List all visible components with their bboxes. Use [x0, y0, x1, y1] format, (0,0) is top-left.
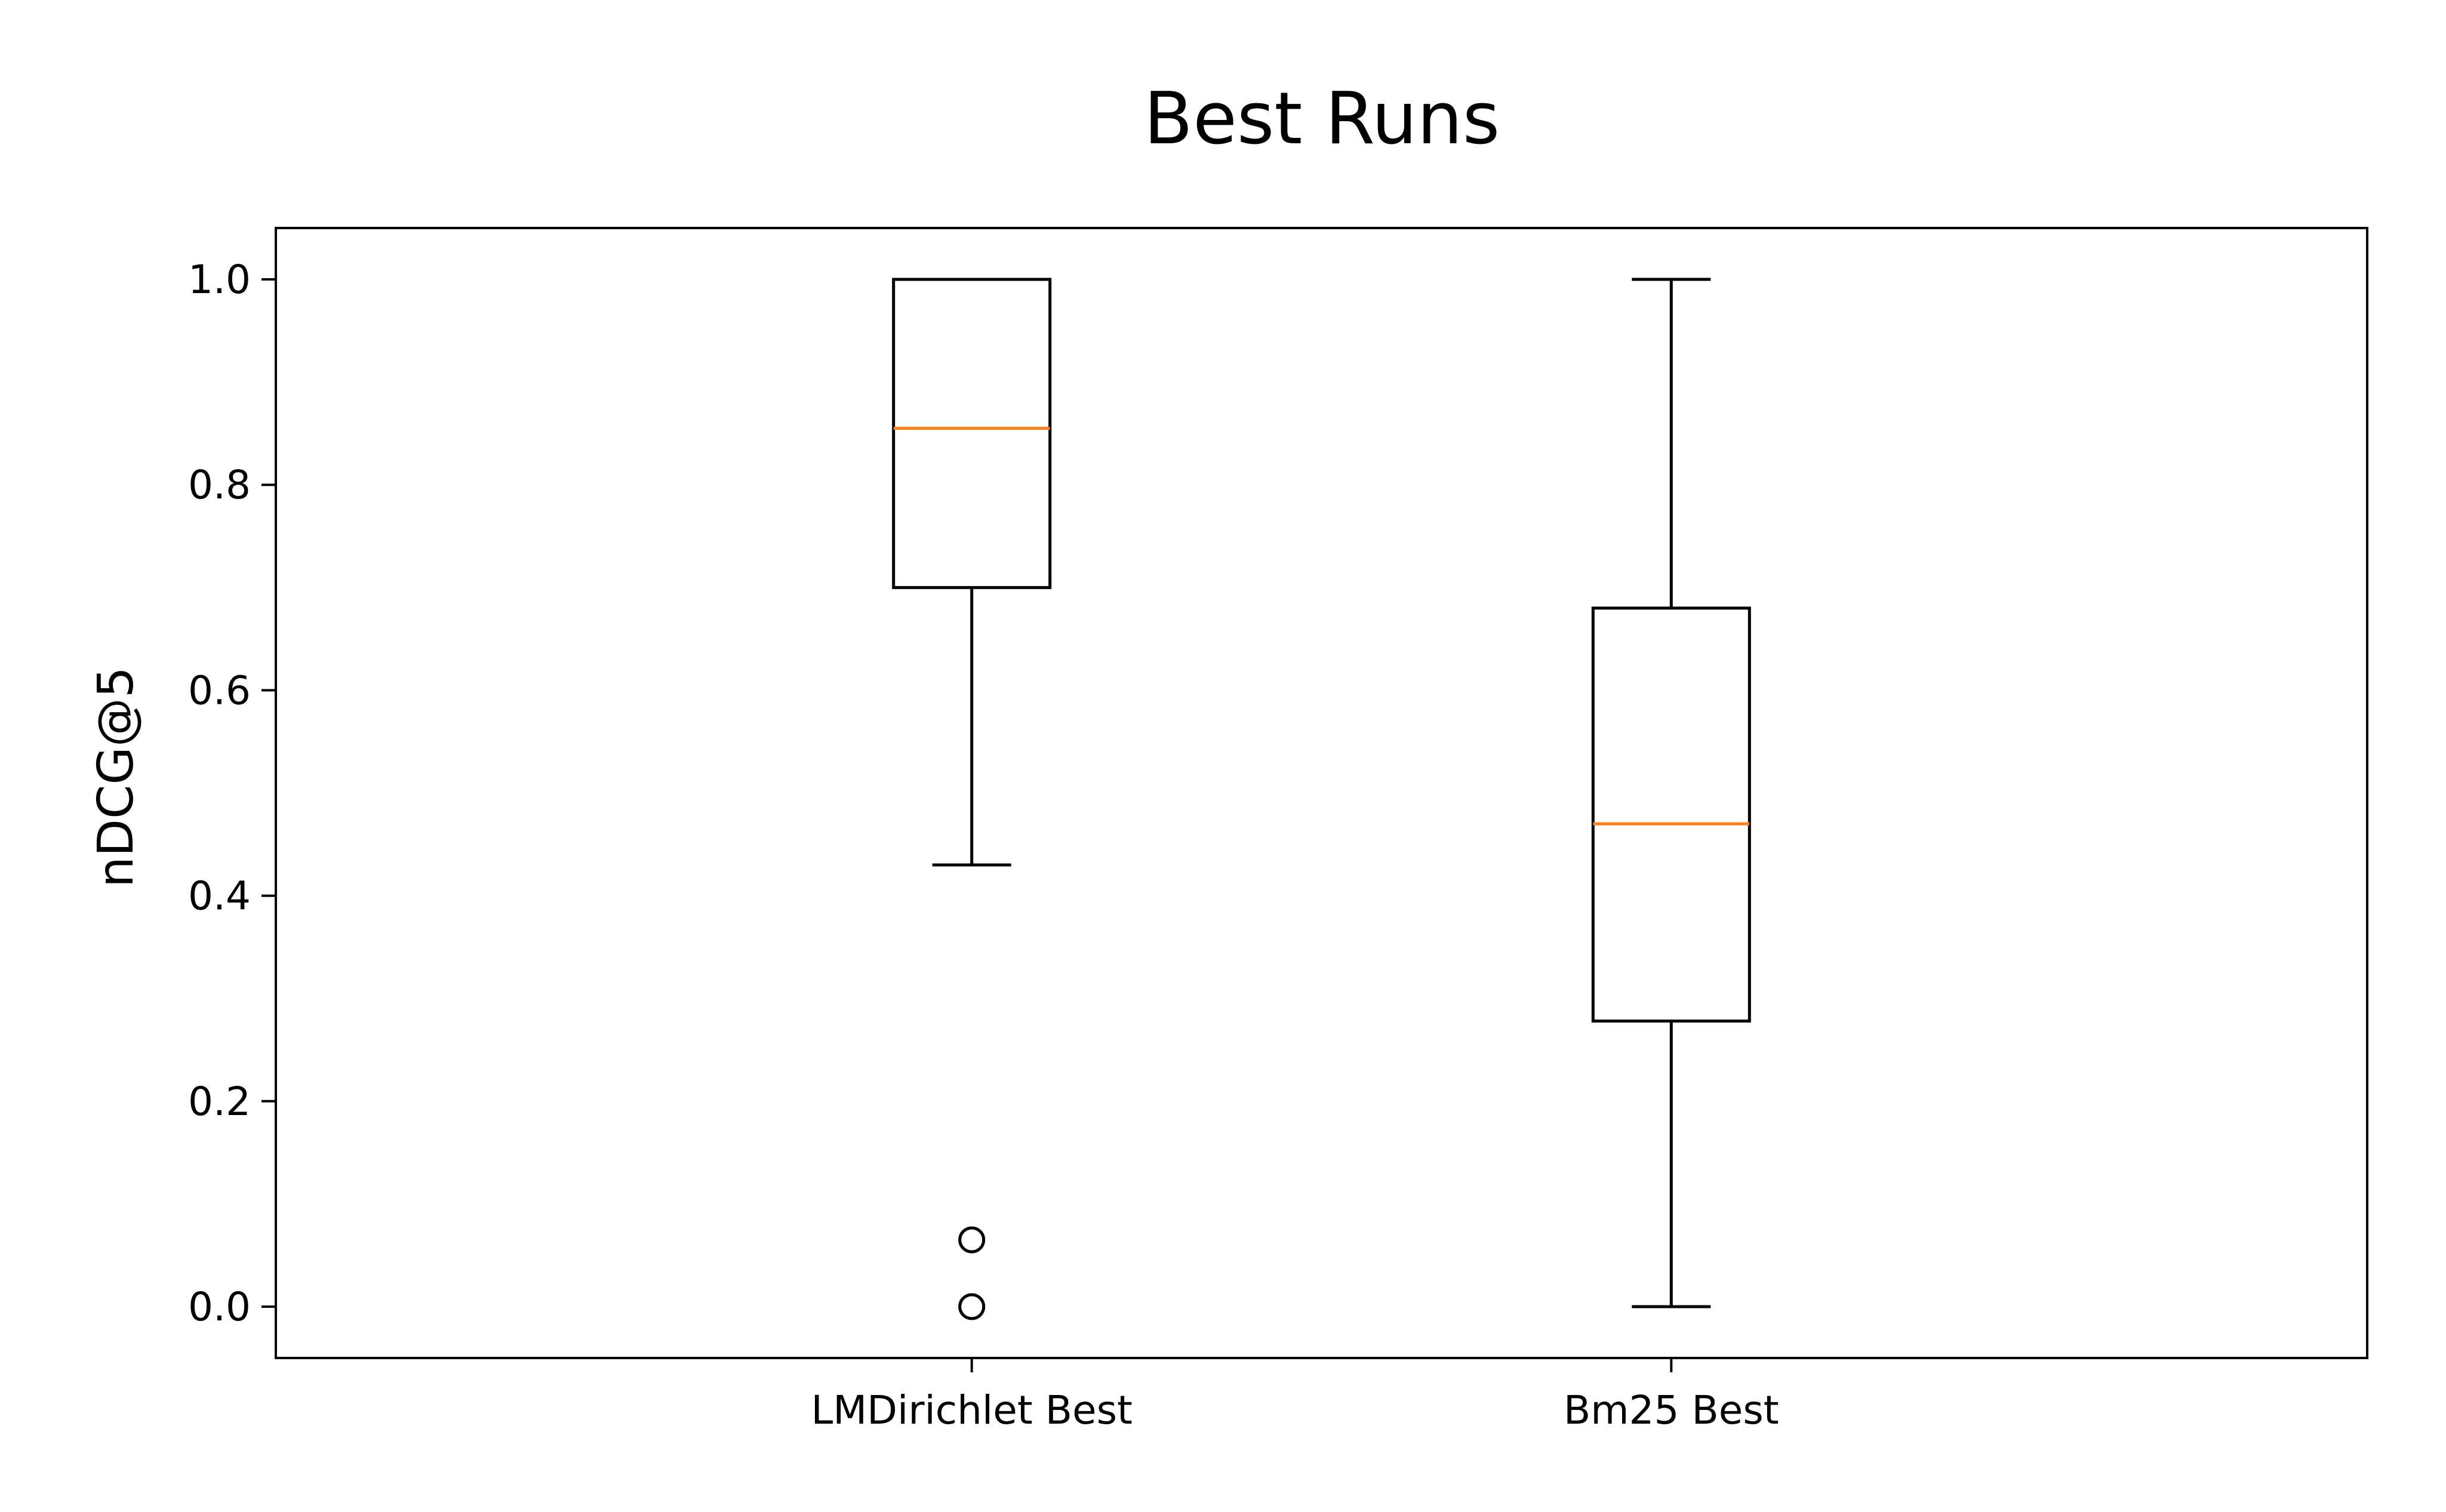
y-tick-label-0.8: 0.8: [188, 462, 251, 508]
y-tick-label-0.0: 0.0: [188, 1284, 251, 1330]
x-tick-label-1: Bm25 Best: [1564, 1387, 1779, 1433]
outlier-point-1: [958, 1293, 986, 1320]
y-tick-label-0.4: 0.4: [188, 873, 251, 919]
outlier-point-0: [958, 1226, 986, 1254]
y-tick-label-1.0: 1.0: [188, 257, 251, 303]
plot-area: 0.0 0.2 0.4 0.6 0.8 1.0 LMDirichlet Best Bm25 B…: [188, 257, 1779, 1433]
y-axis-label: nDCG@5: [88, 667, 144, 888]
box-group-0: [892, 278, 1052, 1320]
iqr-box: [892, 278, 1052, 589]
y-tick-label-0.2: 0.2: [188, 1079, 251, 1125]
y-tick-label-0.6: 0.6: [188, 667, 251, 713]
axes-frame: [275, 227, 2368, 1359]
chart-title: Best Runs: [1144, 78, 1500, 161]
iqr-box: [1591, 606, 1751, 1023]
box-group-1: [1591, 278, 1751, 1308]
x-tick-label-0: LMDirichlet Best: [811, 1387, 1132, 1433]
